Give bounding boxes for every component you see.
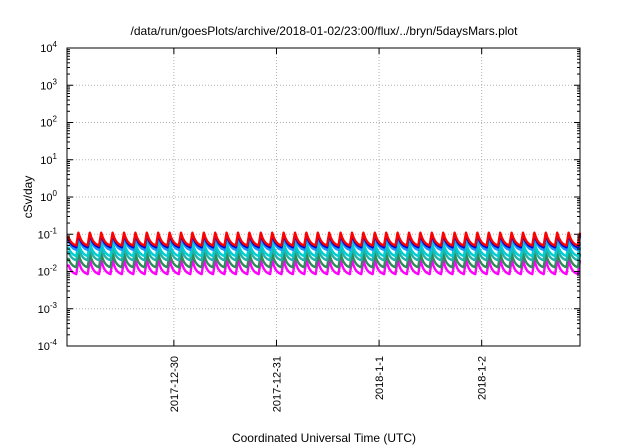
series-line	[66, 241, 582, 258]
grid	[67, 48, 580, 346]
y-axis-label: cSv/day	[21, 176, 35, 219]
y-tick-label: 102	[40, 115, 57, 130]
plot-frame	[66, 47, 581, 347]
y-tick-label: 104	[40, 40, 57, 55]
y-tick-label: 101	[40, 152, 57, 167]
y-tick-label: 10-3	[38, 301, 58, 316]
x-axis-label: Coordinated Universal Time (UTC)	[232, 431, 416, 445]
y-tick-label: 10-2	[38, 264, 58, 279]
series-line	[66, 252, 582, 269]
series-line	[66, 259, 582, 276]
series-line	[66, 246, 582, 262]
y-tick-label: 100	[40, 189, 57, 204]
x-tick-label: 2017-12-30	[169, 356, 181, 412]
chart-title: /data/run/goesPlots/archive/2018-01-02/2…	[131, 24, 519, 38]
x-tick-label: 2017-12-31	[271, 356, 283, 412]
y-axis: 10-4 10-3 10-2 10-1 100 101 102 103 104	[38, 40, 580, 353]
y-tick-label: 103	[40, 77, 57, 92]
series-line	[66, 234, 582, 252]
series-group	[66, 231, 582, 276]
x-tick-label: 2018-1-2	[477, 356, 489, 400]
x-tick-label: 2018-1-1	[374, 356, 386, 400]
series-line	[66, 233, 582, 249]
y-tick-label: 10-1	[38, 226, 58, 241]
x-axis: 2017-12-30 2017-12-31 2018-1-1 2018-1-2	[169, 48, 489, 412]
y-tick-label: 10-4	[38, 338, 58, 353]
series-line	[66, 231, 582, 247]
